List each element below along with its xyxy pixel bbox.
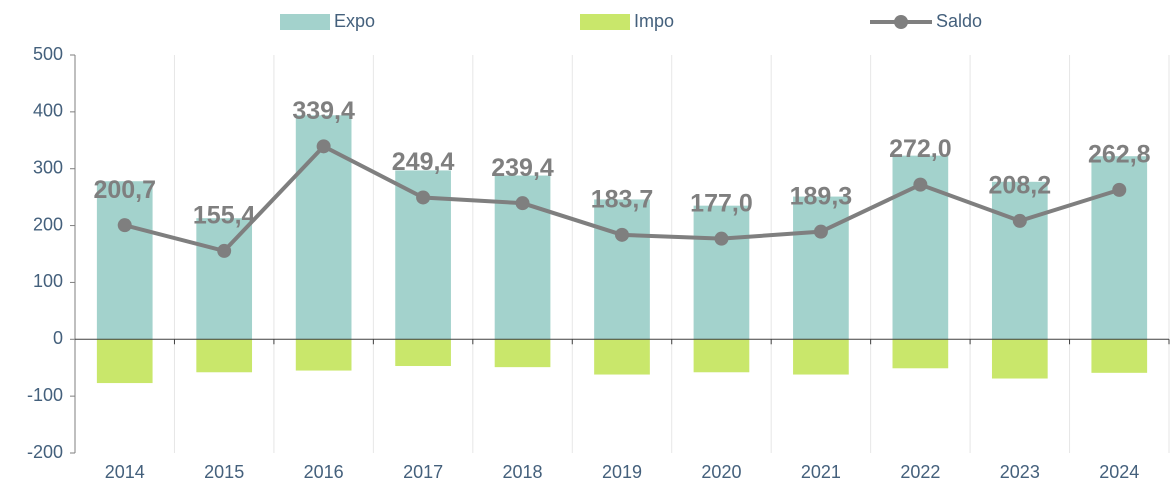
- x-tick-label: 2016: [304, 462, 344, 482]
- bar: [395, 339, 451, 367]
- x-tick-label: 2015: [204, 462, 244, 482]
- data-label: 339,4: [292, 97, 355, 125]
- x-tick-label: 2019: [602, 462, 642, 482]
- bar: [693, 205, 750, 340]
- y-tick-label: -200: [27, 442, 63, 462]
- y-tick-label: 0: [53, 328, 63, 348]
- legend-swatch: [580, 14, 630, 30]
- x-tick-label: 2024: [1099, 462, 1139, 482]
- bar: [693, 339, 750, 373]
- bar: [494, 339, 551, 368]
- line-marker: [1112, 182, 1127, 197]
- x-tick-label: 2022: [900, 462, 940, 482]
- data-label: 183,7: [591, 185, 654, 213]
- bar: [594, 199, 650, 340]
- y-tick-label: 100: [33, 271, 63, 291]
- line-marker: [913, 177, 928, 192]
- x-tick-label: 2017: [403, 462, 443, 482]
- y-tick-label: 300: [33, 157, 63, 177]
- bar: [96, 181, 153, 340]
- y-tick-label: 200: [33, 214, 63, 234]
- y-tick-label: 400: [33, 101, 63, 121]
- line-marker: [813, 224, 828, 239]
- data-label: 262,8: [1088, 140, 1151, 168]
- bar: [196, 339, 253, 373]
- line-marker: [117, 218, 132, 233]
- data-label: 200,7: [93, 176, 156, 204]
- bar: [594, 339, 650, 375]
- bar: [295, 339, 352, 371]
- line-marker: [714, 231, 729, 246]
- legend-label: Impo: [634, 11, 674, 31]
- bar: [793, 196, 849, 340]
- data-label: 177,0: [690, 189, 753, 217]
- legend-label: Expo: [334, 11, 375, 31]
- line-marker: [615, 227, 629, 242]
- bar: [991, 339, 1048, 379]
- line-marker: [217, 243, 232, 258]
- bar: [991, 181, 1048, 340]
- y-tick-label: 500: [33, 44, 63, 64]
- data-label: 208,2: [989, 172, 1052, 200]
- bar: [1091, 339, 1148, 373]
- data-label: 155,4: [193, 202, 256, 230]
- bar: [892, 339, 949, 369]
- x-tick-label: 2020: [701, 462, 741, 482]
- line-marker: [1012, 213, 1027, 228]
- x-tick-label: 2018: [503, 462, 543, 482]
- data-label: 189,3: [790, 182, 853, 210]
- legend-label: Saldo: [936, 11, 982, 31]
- y-tick-label: -100: [27, 385, 63, 405]
- bar: [793, 339, 849, 375]
- bar: [96, 339, 153, 384]
- x-tick-label: 2023: [1000, 462, 1040, 482]
- data-label: 249,4: [392, 148, 455, 176]
- bar: [196, 218, 253, 340]
- line-marker: [316, 139, 331, 154]
- legend-swatch: [280, 14, 330, 30]
- line-marker: [515, 196, 530, 211]
- data-label: 272,0: [889, 135, 952, 163]
- legend-swatch: [894, 15, 908, 29]
- x-tick-label: 2014: [105, 462, 145, 482]
- x-tick-label: 2021: [801, 462, 841, 482]
- data-label: 239,4: [491, 154, 554, 182]
- line-marker: [416, 190, 431, 205]
